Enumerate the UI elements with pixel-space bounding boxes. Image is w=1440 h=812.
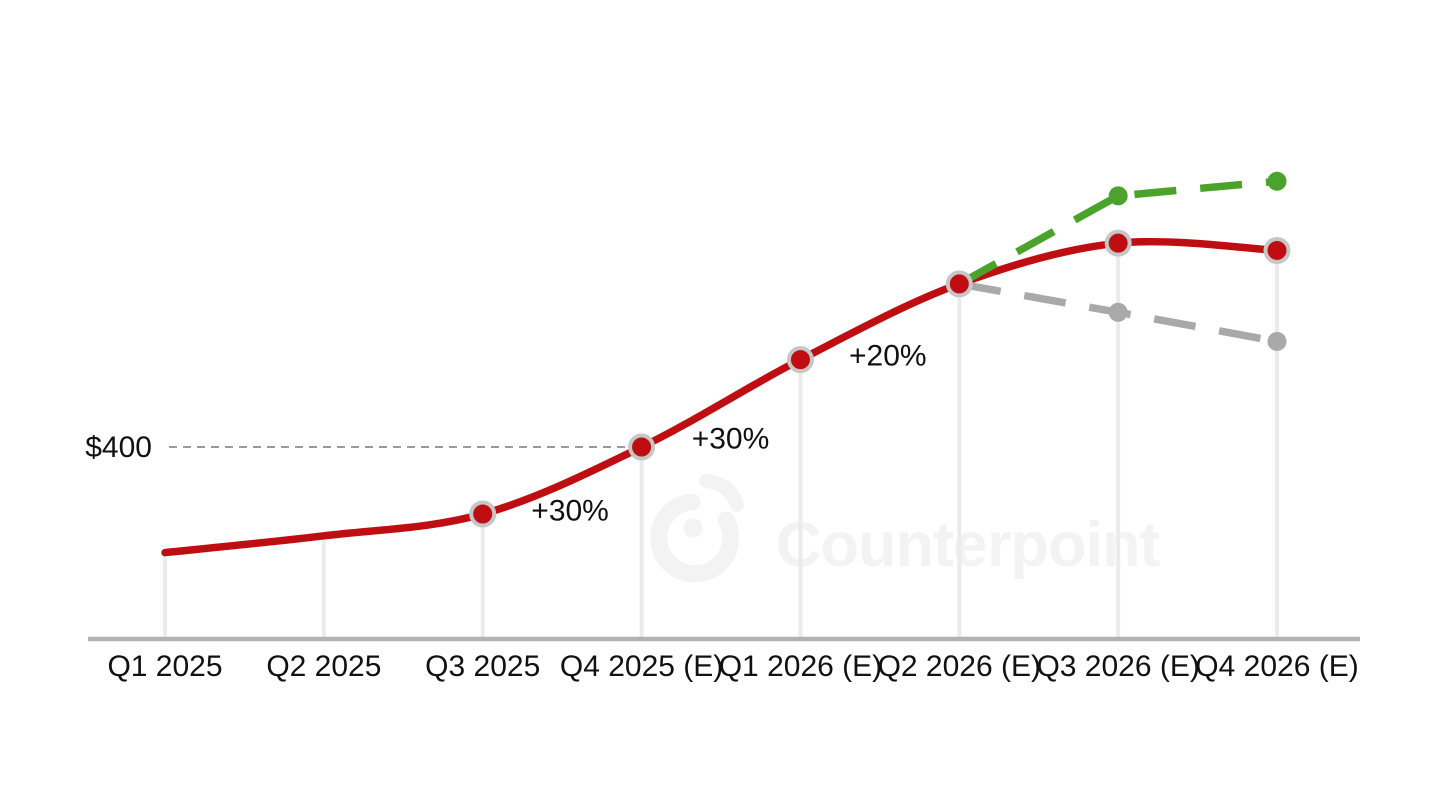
reference-value-label: $400 [85,431,152,464]
growth-annotation: +30% [531,494,609,527]
series-line-base [161,237,1281,557]
data-point-base [628,433,656,461]
x-axis-label: Q3 2026 (E) [1036,650,1199,683]
x-axis-label: Q2 2026 (E) [878,650,1041,683]
growth-annotation: +30% [692,422,770,455]
x-axis-label: Q4 2025 (E) [560,650,723,683]
data-point-base [1104,229,1132,257]
x-axis-label: Q1 2026 (E) [719,650,882,683]
data-point-base [945,270,973,298]
growth-annotation: +20% [849,339,927,372]
data-point-bear [1267,331,1287,351]
x-axis-label: Q3 2025 [425,650,540,683]
data-point-base [1263,236,1291,264]
data-point-bear [1108,302,1128,322]
x-axis-label: Q1 2025 [107,650,222,683]
series-markers-layer [469,171,1291,528]
series-line-bull [957,177,1278,288]
data-point-base [786,346,814,374]
watermark: Counterpoint [650,474,1161,583]
watermark-text: Counterpoint [776,510,1160,580]
text-labels-layer: $400 Q1 2025 Q2 2025 Q3 2025 Q4 2025 (E)Q1 2… [85,339,1358,683]
data-point-bull [1108,186,1128,206]
x-axis-label: Q2 2025 [266,650,381,683]
counterpoint-logo-icon [650,474,744,583]
data-point-bull [1267,171,1287,191]
x-axis-label: Q4 2026 (E) [1195,650,1358,683]
data-point-base [469,500,497,528]
